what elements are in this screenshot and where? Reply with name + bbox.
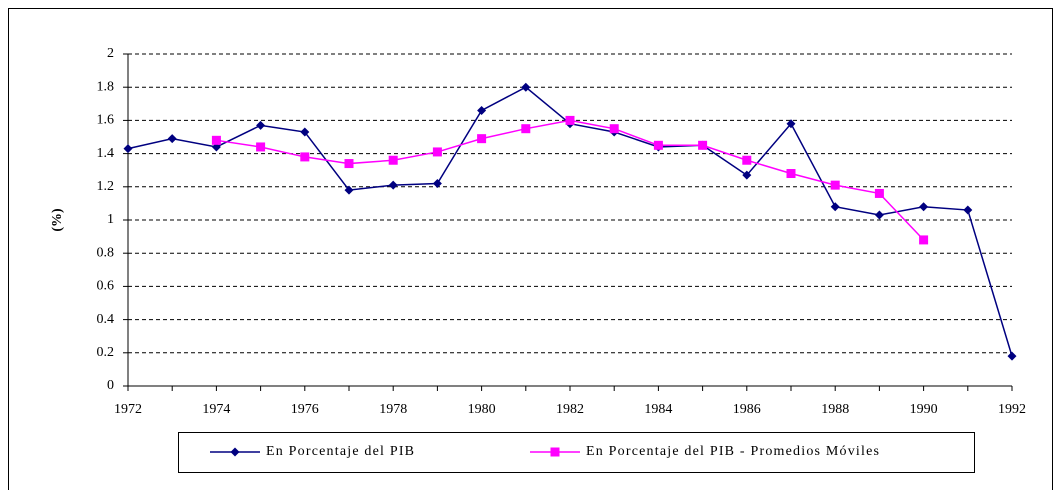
marker <box>698 140 708 150</box>
marker <box>830 180 840 190</box>
marker <box>256 120 266 130</box>
marker <box>477 105 487 115</box>
marker <box>653 140 663 150</box>
marker <box>609 124 619 134</box>
marker <box>963 205 973 215</box>
y-tick-label: 1.4 <box>97 146 115 161</box>
y-tick-label: 0.2 <box>97 345 115 360</box>
x-tick-label: 1992 <box>998 402 1026 417</box>
marker <box>874 210 884 220</box>
marker <box>344 185 354 195</box>
marker <box>742 170 752 180</box>
marker <box>230 447 240 457</box>
marker <box>550 447 560 457</box>
marker <box>786 119 796 129</box>
y-tick-label: 0.6 <box>97 279 115 294</box>
y-tick-label: 1 <box>107 212 114 227</box>
marker <box>742 155 752 165</box>
x-tick-label: 1990 <box>910 402 938 417</box>
marker <box>786 169 796 179</box>
y-tick-label: 1.6 <box>97 113 115 128</box>
series-line <box>216 119 925 241</box>
marker <box>344 159 354 169</box>
marker <box>477 134 487 144</box>
x-tick-label: 1988 <box>821 402 849 417</box>
marker <box>256 142 266 152</box>
chart-frame <box>8 8 1053 490</box>
marker <box>565 115 575 125</box>
y-tick-label: 2 <box>107 46 114 61</box>
y-tick-label: 0.8 <box>97 245 115 260</box>
marker <box>300 152 310 162</box>
marker <box>919 235 929 245</box>
marker <box>521 124 531 134</box>
y-tick-label: 0 <box>107 378 114 393</box>
x-tick-label: 1972 <box>114 402 142 417</box>
marker <box>388 180 398 190</box>
marker <box>388 155 398 165</box>
marker <box>432 147 442 157</box>
x-tick-label: 1976 <box>291 402 319 417</box>
x-tick-label: 1980 <box>468 402 496 417</box>
marker <box>167 134 177 144</box>
legend-text: En Porcentaje del PIB <box>266 444 415 459</box>
marker <box>123 144 133 154</box>
x-tick-label: 1986 <box>733 402 761 417</box>
x-tick-label: 1974 <box>202 402 230 417</box>
marker <box>830 202 840 212</box>
marker <box>432 178 442 188</box>
y-axis-label: (%) <box>50 208 65 232</box>
y-tick-label: 1.8 <box>97 79 115 94</box>
marker <box>1007 351 1017 361</box>
marker <box>300 127 310 137</box>
x-tick-label: 1978 <box>379 402 407 417</box>
marker <box>211 135 221 145</box>
x-tick-label: 1982 <box>556 402 584 417</box>
marker <box>919 202 929 212</box>
legend-text: En Porcentaje del PIB - Promedios Móvile… <box>586 444 880 459</box>
marker <box>521 82 531 92</box>
marker <box>874 188 884 198</box>
y-tick-label: 1.2 <box>97 179 115 194</box>
x-tick-label: 1984 <box>644 402 672 417</box>
y-tick-label: 0.4 <box>97 312 115 327</box>
